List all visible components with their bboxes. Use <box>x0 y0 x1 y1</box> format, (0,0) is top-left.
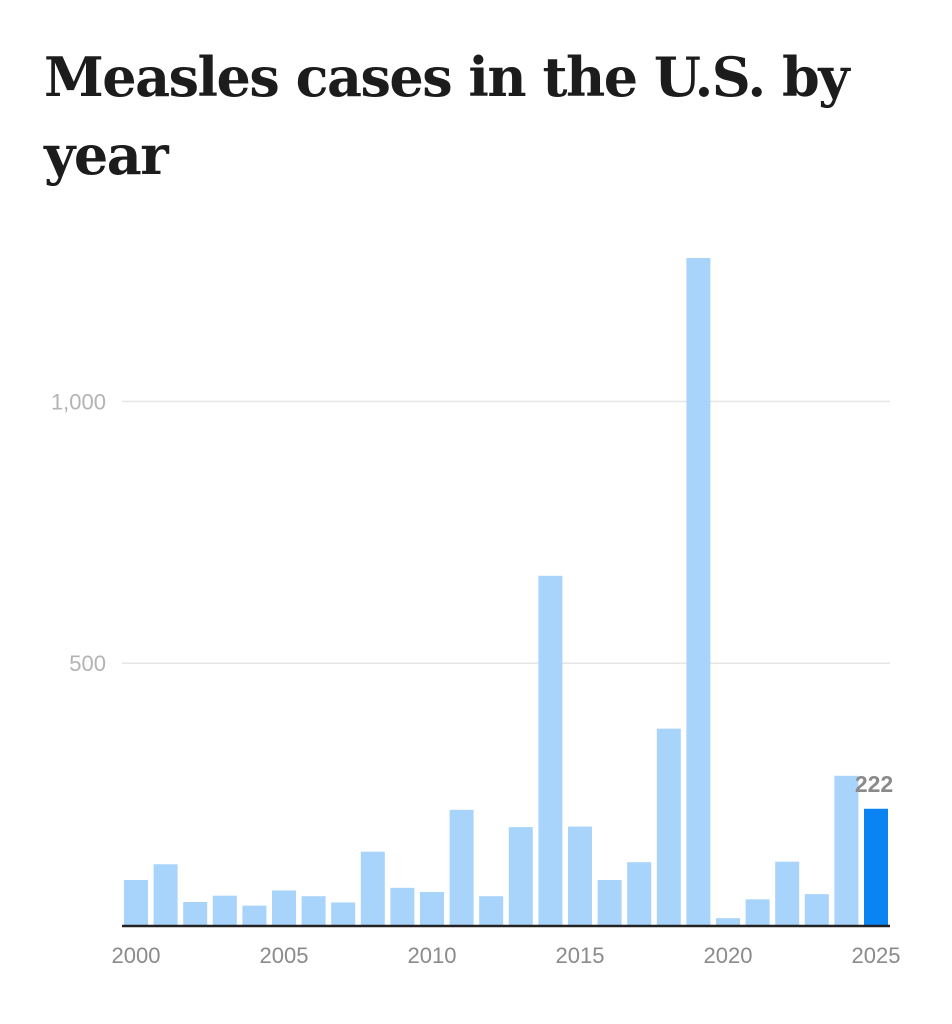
bar-2005 <box>272 890 296 925</box>
y-tick-label: 1,000 <box>51 389 106 414</box>
bar-2018 <box>656 728 681 925</box>
bar-2021 <box>745 899 770 925</box>
x-tick-label: 2005 <box>260 943 309 968</box>
highlight-value-label: 222 <box>855 771 893 797</box>
y-axis-ticks: 500 1,000 <box>51 389 106 676</box>
x-tick-label: 2025 <box>852 943 901 968</box>
bar-2024 <box>834 775 859 925</box>
bar-2012 <box>479 896 504 925</box>
bar-2025 <box>864 808 888 925</box>
bar-2006 <box>301 896 326 925</box>
bar-2001 <box>153 864 178 925</box>
bar-2002 <box>183 901 208 925</box>
x-tick-label: 2015 <box>556 943 605 968</box>
bar-2014 <box>538 575 563 925</box>
bar-2011 <box>449 809 474 925</box>
x-tick-label: 2010 <box>408 943 457 968</box>
bar-2023 <box>804 894 829 925</box>
bar-2020 <box>716 918 740 925</box>
bar-2004 <box>242 905 267 925</box>
bar-2022 <box>775 861 800 925</box>
y-tick-label: 500 <box>69 651 106 676</box>
bars <box>124 258 888 925</box>
bar-2000 <box>124 879 148 925</box>
bar-2019 <box>686 258 711 925</box>
bar-2008 <box>360 851 385 925</box>
bar-2009 <box>390 887 415 925</box>
bar-2003 <box>212 895 237 925</box>
bar-2016 <box>597 879 622 925</box>
x-tick-label: 2000 <box>112 943 161 968</box>
bar-2010 <box>420 892 444 925</box>
data-labels: 222 <box>855 771 893 797</box>
bar-2007 <box>331 902 356 925</box>
bar-2017 <box>627 862 652 925</box>
x-axis-ticks: 2000 2005 2010 2015 2020 2025 <box>112 943 901 968</box>
x-tick-label: 2020 <box>704 943 753 968</box>
gridlines <box>122 400 890 664</box>
bar-2015 <box>568 826 592 925</box>
chart-title: Measles cases in the U.S. by year <box>44 45 850 187</box>
bar-2013 <box>508 827 533 925</box>
